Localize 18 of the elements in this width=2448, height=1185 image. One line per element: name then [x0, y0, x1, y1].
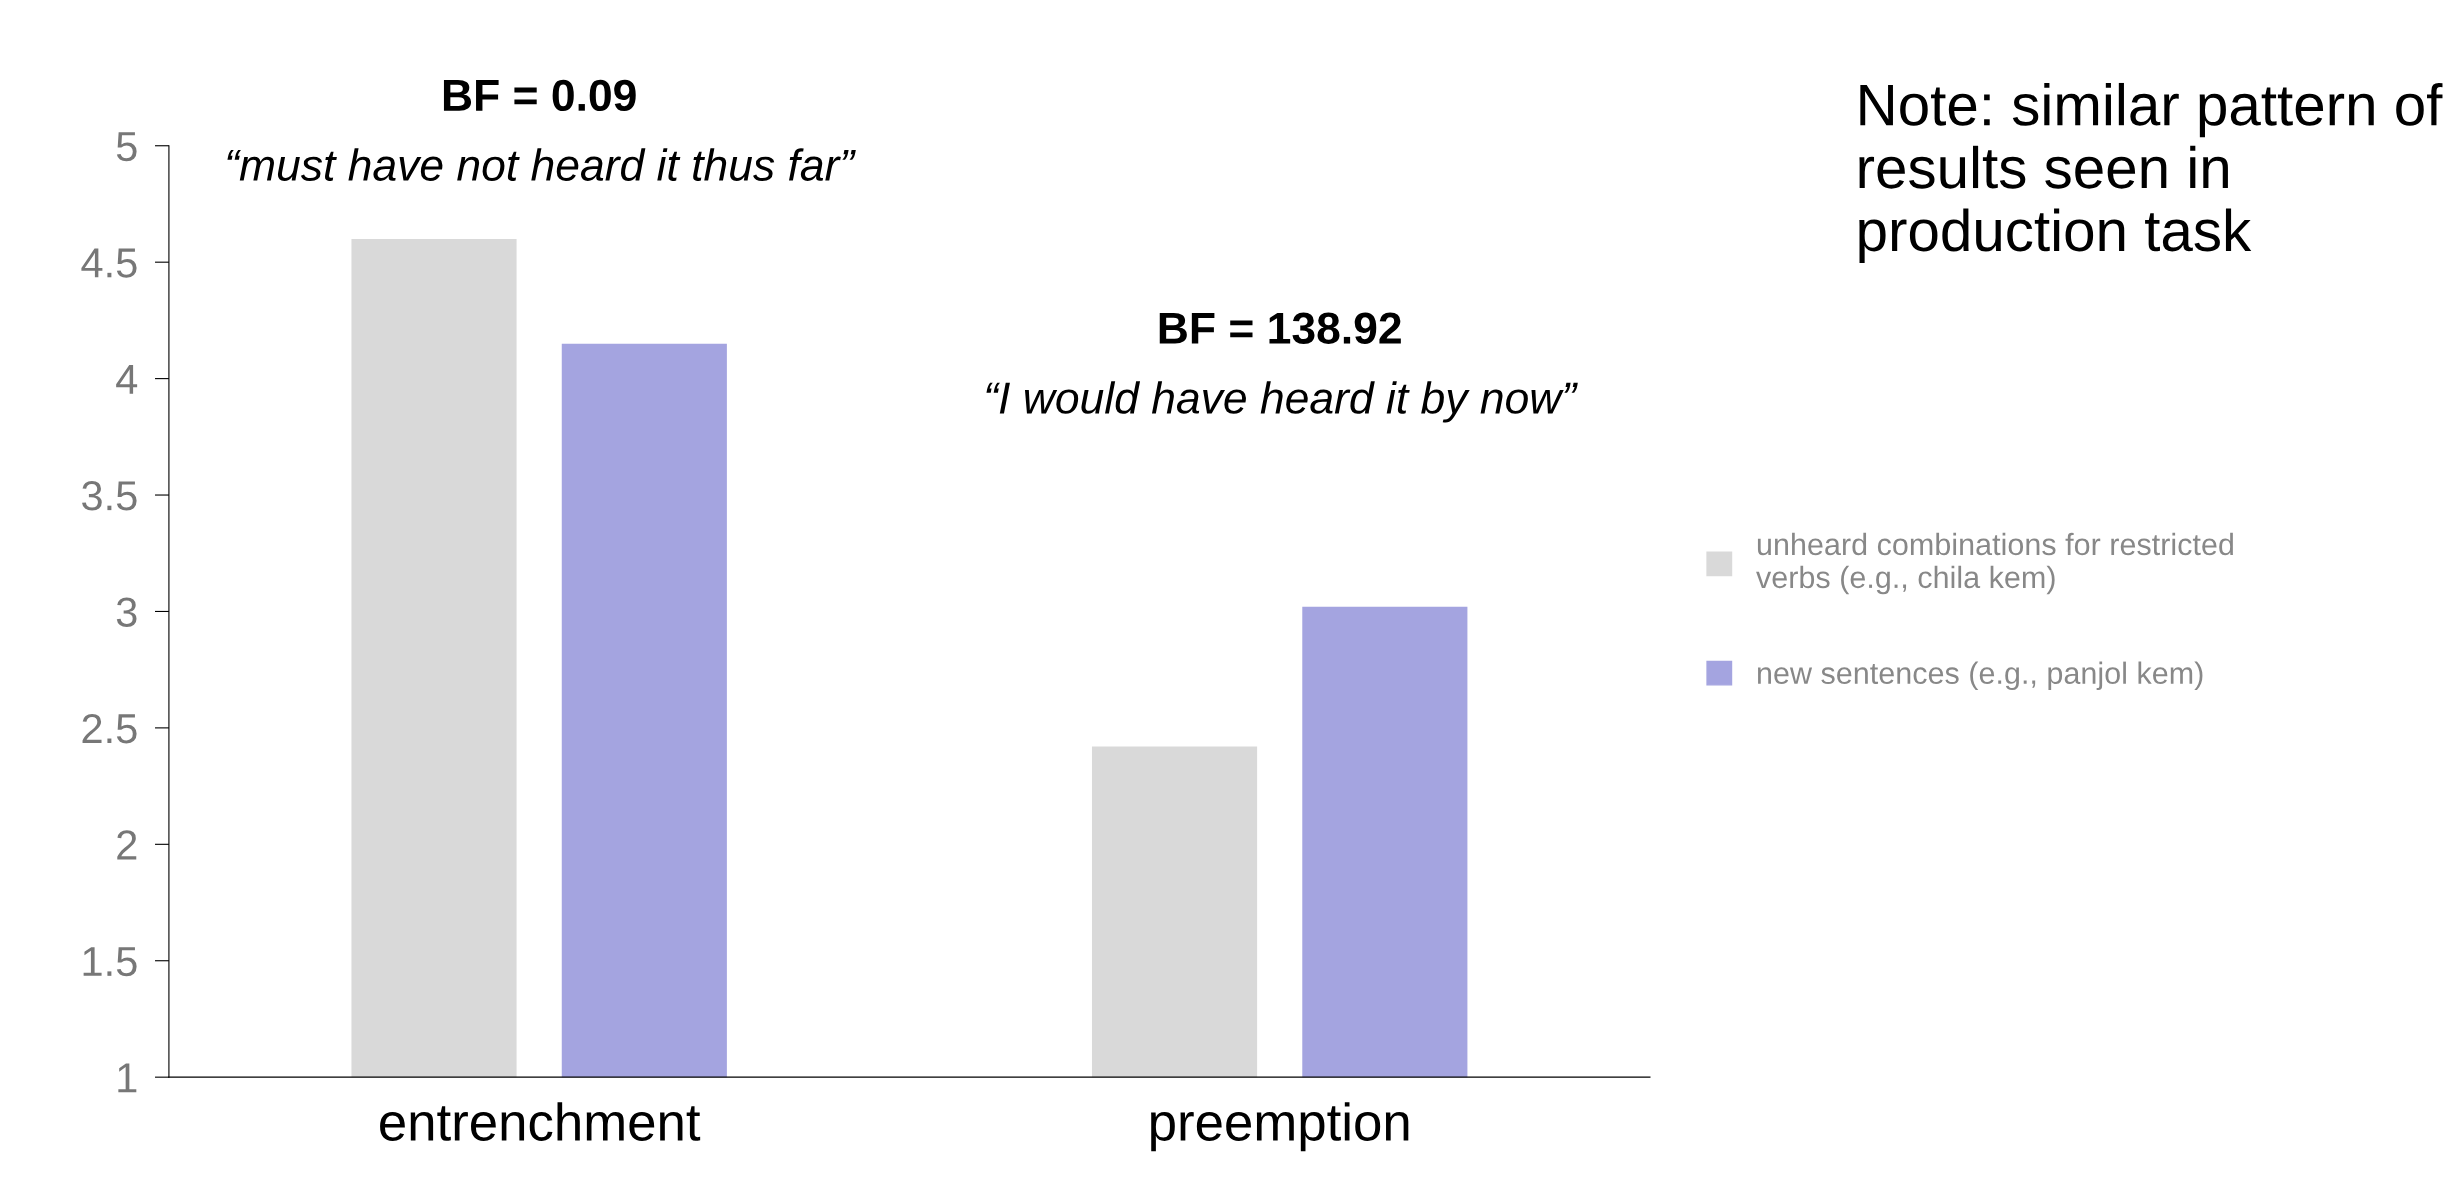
annotation: “I would have heard it by now”: [986, 381, 1578, 423]
y-tick-label: 4: [116, 365, 138, 394]
x-tick-label: entrenchment: [380, 1102, 701, 1141]
legend-label: unheard combinations for restricted verbs (e.g., chila kem): [1756, 532, 2233, 595]
text: Note: similar pattern of results seen in production task: [1859, 82, 2443, 263]
text: BF = 0.09: [443, 79, 636, 112]
annotation: BF = 138.92: [1159, 312, 1401, 345]
y-tick-label: 1.5: [83, 947, 137, 977]
y-tick-label: 2: [117, 830, 137, 860]
x-tick-label: preemption: [1151, 1102, 1409, 1152]
y-tick-label: 3: [116, 597, 137, 627]
y-tick-label: 4.5: [81, 248, 137, 278]
y-tick-label: 5: [116, 132, 137, 162]
annotation: “must have not heard it thus far”: [227, 148, 856, 181]
y-tick-label: 1: [118, 1063, 137, 1093]
legend-label: new sentences (e.g., panjol kem): [1757, 661, 2203, 691]
y-tick-label: 2.5: [82, 713, 137, 744]
y-tick-label: 3.5: [82, 481, 137, 511]
